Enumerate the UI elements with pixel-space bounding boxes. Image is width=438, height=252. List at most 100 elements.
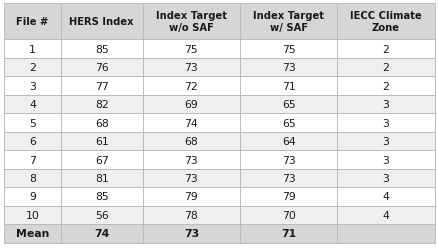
Bar — [336, 96, 434, 114]
Text: Index Target
w/ SAF: Index Target w/ SAF — [253, 11, 323, 33]
Text: 70: 70 — [281, 210, 295, 220]
Bar — [240, 187, 336, 206]
Bar — [60, 151, 142, 169]
Text: 1: 1 — [29, 45, 36, 54]
Bar — [336, 224, 434, 243]
Text: 81: 81 — [95, 173, 108, 183]
Text: 72: 72 — [184, 81, 198, 91]
Bar — [336, 132, 434, 151]
Text: 4: 4 — [29, 100, 36, 110]
Text: 2: 2 — [381, 81, 389, 91]
Bar — [60, 77, 142, 96]
Bar — [60, 96, 142, 114]
Bar — [240, 96, 336, 114]
Text: Index Target
w/o SAF: Index Target w/o SAF — [155, 11, 226, 33]
Bar — [60, 132, 142, 151]
Bar — [60, 40, 142, 59]
Text: 73: 73 — [184, 63, 198, 73]
Text: 56: 56 — [95, 210, 108, 220]
Bar — [142, 224, 240, 243]
Text: 3: 3 — [381, 155, 389, 165]
Text: File #: File # — [16, 17, 49, 27]
Bar — [240, 114, 336, 132]
Bar — [142, 96, 240, 114]
Bar — [240, 169, 336, 187]
Text: 71: 71 — [280, 229, 296, 238]
Text: 85: 85 — [95, 45, 108, 54]
Text: 4: 4 — [381, 210, 389, 220]
Bar — [336, 77, 434, 96]
Text: 73: 73 — [184, 229, 198, 238]
Text: 74: 74 — [184, 118, 198, 128]
Bar — [142, 114, 240, 132]
Text: 68: 68 — [95, 118, 108, 128]
Bar — [142, 206, 240, 224]
Text: 75: 75 — [281, 45, 295, 54]
Bar — [142, 59, 240, 77]
Bar — [4, 4, 60, 40]
Text: 61: 61 — [95, 137, 108, 146]
Bar — [240, 4, 336, 40]
Text: 74: 74 — [94, 229, 109, 238]
Bar — [142, 132, 240, 151]
Text: 73: 73 — [281, 63, 295, 73]
Bar — [336, 40, 434, 59]
Text: 8: 8 — [29, 173, 36, 183]
Bar — [240, 59, 336, 77]
Text: 73: 73 — [281, 155, 295, 165]
Text: 3: 3 — [381, 118, 389, 128]
Bar — [60, 187, 142, 206]
Text: 75: 75 — [184, 45, 198, 54]
Text: 76: 76 — [95, 63, 108, 73]
Bar — [142, 40, 240, 59]
Bar — [4, 206, 60, 224]
Bar — [336, 59, 434, 77]
Bar — [4, 114, 60, 132]
Bar — [4, 187, 60, 206]
Bar — [60, 59, 142, 77]
Text: 3: 3 — [381, 137, 389, 146]
Text: 3: 3 — [29, 81, 36, 91]
Text: 82: 82 — [95, 100, 108, 110]
Bar — [4, 77, 60, 96]
Bar — [4, 132, 60, 151]
Bar — [336, 4, 434, 40]
Bar — [336, 187, 434, 206]
Text: 64: 64 — [281, 137, 295, 146]
Text: 73: 73 — [184, 173, 198, 183]
Text: Mean: Mean — [16, 229, 49, 238]
Bar — [142, 187, 240, 206]
Bar — [336, 151, 434, 169]
Text: 6: 6 — [29, 137, 36, 146]
Text: 85: 85 — [95, 192, 108, 202]
Text: 79: 79 — [184, 192, 198, 202]
Text: 9: 9 — [29, 192, 36, 202]
Text: 10: 10 — [25, 210, 39, 220]
Text: 71: 71 — [281, 81, 295, 91]
Bar — [4, 151, 60, 169]
Text: 3: 3 — [381, 173, 389, 183]
Text: 2: 2 — [381, 45, 389, 54]
Bar — [142, 4, 240, 40]
Text: 4: 4 — [381, 192, 389, 202]
Bar — [60, 206, 142, 224]
Text: 68: 68 — [184, 137, 198, 146]
Bar — [60, 224, 142, 243]
Text: 69: 69 — [184, 100, 198, 110]
Text: 7: 7 — [29, 155, 36, 165]
Bar — [4, 224, 60, 243]
Text: 78: 78 — [184, 210, 198, 220]
Text: HERS Index: HERS Index — [69, 17, 134, 27]
Text: 73: 73 — [184, 155, 198, 165]
Text: 2: 2 — [381, 63, 389, 73]
Bar — [142, 169, 240, 187]
Text: IECC Climate
Zone: IECC Climate Zone — [349, 11, 421, 33]
Bar — [240, 224, 336, 243]
Text: 73: 73 — [281, 173, 295, 183]
Text: 67: 67 — [95, 155, 108, 165]
Bar — [336, 206, 434, 224]
Bar — [4, 96, 60, 114]
Bar — [60, 169, 142, 187]
Text: 65: 65 — [281, 100, 295, 110]
Bar — [142, 77, 240, 96]
